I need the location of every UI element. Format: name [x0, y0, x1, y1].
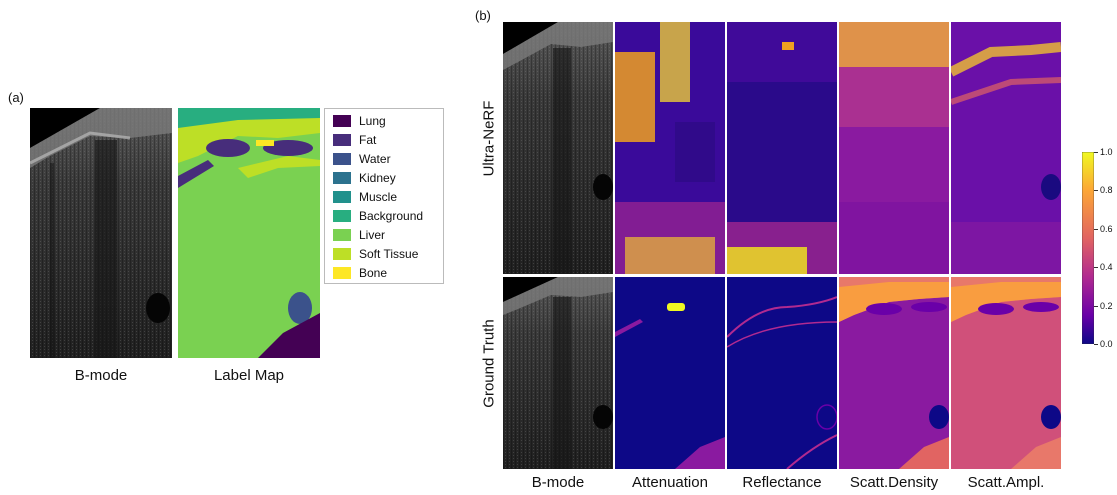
column-caption-scatt-ampl: Scatt.Ampl.	[967, 474, 1045, 491]
legend-swatch	[333, 115, 351, 127]
legend-label: Fat	[359, 133, 377, 147]
colorbar-tickmark	[1094, 306, 1098, 307]
label-map-image	[178, 108, 320, 358]
colorbar-tick-label: 0.8	[1100, 185, 1113, 195]
bmode-caption-a: B-mode	[74, 367, 128, 384]
legend-label: Muscle	[359, 190, 398, 204]
legend-label: Liver	[359, 228, 386, 242]
column-caption-attenuation: Attenuation	[632, 474, 708, 491]
colorbar-tickmark	[1094, 344, 1098, 345]
legend-label: Kidney	[359, 171, 396, 185]
legend-label: Bone	[359, 266, 388, 280]
legend-label: Lung	[359, 114, 386, 128]
ultra-nerf-bmode-image	[503, 22, 613, 274]
panel-b-label: (b)	[475, 8, 491, 23]
label-legend: Lung Fat Water Kidney Muscle Background …	[324, 108, 444, 284]
panel-a-label: (a)	[8, 90, 24, 105]
legend-swatch	[333, 248, 351, 260]
colorbar-tickmark	[1094, 229, 1098, 230]
colorbar-tick-label: 0.4	[1100, 262, 1113, 272]
colorbar-tickmark	[1094, 267, 1098, 268]
colorbar	[1081, 151, 1095, 345]
column-caption-bmode: B-mode	[531, 474, 585, 491]
ultra-nerf-attenuation-image	[615, 22, 725, 274]
ultra-nerf-scatt-ampl-image	[951, 22, 1061, 274]
ultra-nerf-reflectance-image	[727, 22, 837, 274]
bmode-image-a	[30, 108, 172, 358]
legend-swatch	[333, 153, 351, 165]
colorbar-tickmark	[1094, 152, 1098, 153]
legend-label: Background	[359, 209, 424, 223]
colorbar-tick-label: 0.6	[1100, 224, 1113, 234]
column-caption-reflectance: Reflectance	[742, 474, 822, 491]
ultra-nerf-scatt-density-image	[839, 22, 949, 274]
label-map-caption: Label Map	[213, 367, 285, 384]
ground-truth-attenuation-image	[615, 277, 725, 469]
colorbar-tick-label: 0.0	[1100, 339, 1113, 349]
ground-truth-scatt-density-image	[839, 277, 949, 469]
legend-label: Water	[359, 152, 391, 166]
colorbar-tickmark	[1094, 190, 1098, 191]
legend-swatch	[333, 210, 351, 222]
legend-label: Soft Tissue	[359, 247, 419, 261]
column-caption-scatt-density: Scatt.Density	[849, 474, 939, 491]
legend-swatch	[333, 172, 351, 184]
legend-swatch	[333, 134, 351, 146]
row-label-ground-truth: Ground Truth	[480, 319, 498, 408]
legend-swatch	[333, 267, 351, 279]
ground-truth-reflectance-image	[727, 277, 837, 469]
ground-truth-scatt-ampl-image	[951, 277, 1061, 469]
legend-swatch	[333, 229, 351, 241]
colorbar-tick-label: 1.0	[1100, 147, 1113, 157]
row-label-ultra-nerf: Ultra-NeRF	[480, 100, 498, 177]
legend-swatch	[333, 191, 351, 203]
ground-truth-bmode-image	[503, 277, 613, 469]
colorbar-tick-label: 0.2	[1100, 301, 1113, 311]
